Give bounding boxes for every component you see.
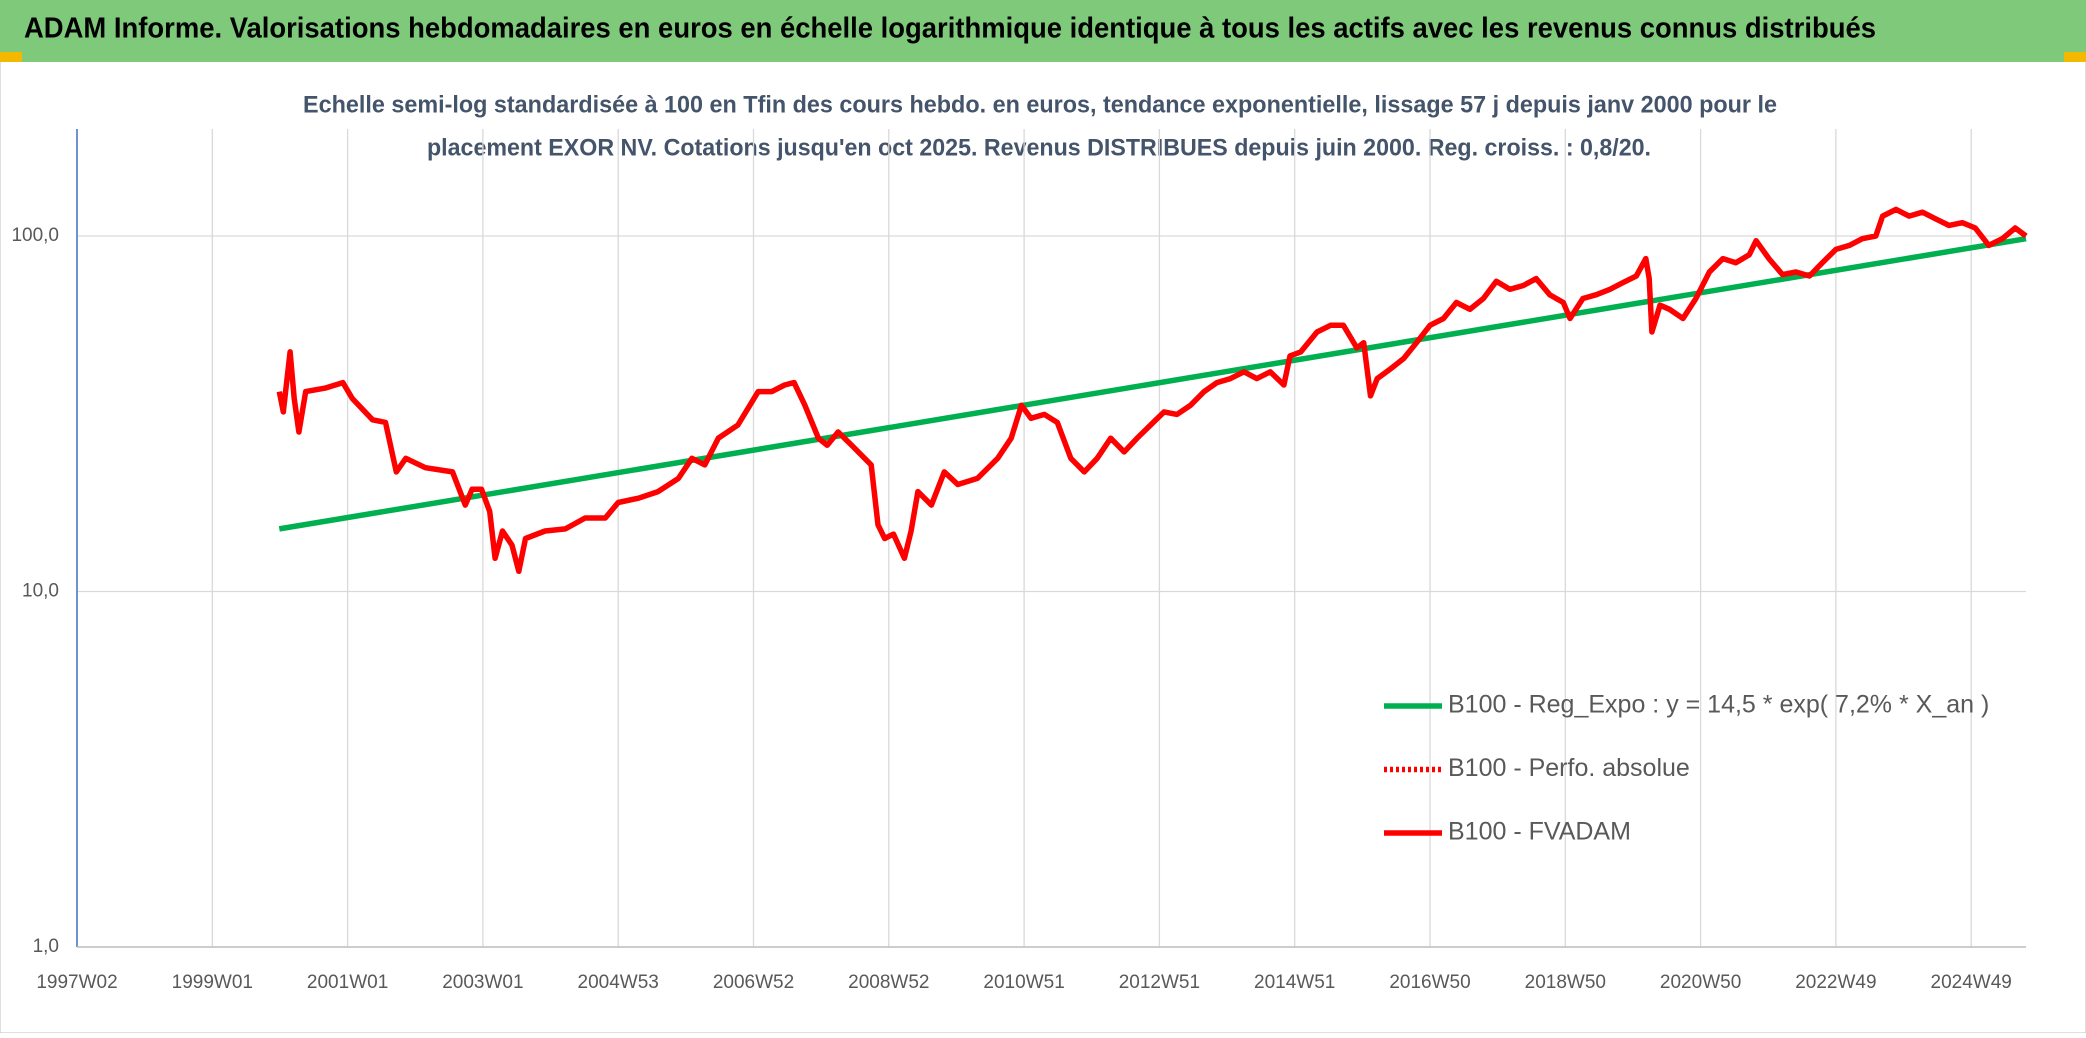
- x-tick-label: 2020W50: [1660, 972, 1741, 993]
- chart-subtitle: placement EXOR NV. Cotations jusqu'en oc…: [427, 134, 1651, 161]
- chart-title: ADAM Informe. Valorisations hebdomadaire…: [24, 13, 1876, 45]
- legend-label: B100 - FVADAM: [1448, 818, 1631, 846]
- x-tick-label: 1999W01: [172, 972, 253, 993]
- x-tick-label: 2014W51: [1254, 972, 1335, 993]
- x-tick-label: 2012W51: [1119, 972, 1200, 993]
- x-tick-label: 2022W49: [1795, 972, 1876, 993]
- x-tick-label: 2024W49: [1931, 972, 2012, 993]
- x-tick-label: 2004W53: [578, 972, 659, 993]
- chart-subtitle: Echelle semi-log standardisée à 100 en T…: [303, 91, 1777, 118]
- x-tick-label: 2001W01: [307, 972, 388, 993]
- x-tick-label: 2010W51: [983, 972, 1064, 993]
- legend-label: B100 - Reg_Expo : y = 14,5 * exp( 7,2% *…: [1448, 691, 1989, 719]
- y-tick-label: 100,0: [11, 225, 59, 246]
- x-tick-label: 2003W01: [442, 972, 523, 993]
- x-tick-label: 1997W02: [36, 972, 117, 993]
- series-line: [278, 235, 2027, 532]
- x-tick-label: 2006W52: [713, 972, 794, 993]
- series-line: [276, 206, 2028, 575]
- x-tick-label: 2018W50: [1525, 972, 1606, 993]
- y-tick-label: 1,0: [33, 936, 59, 957]
- corner: [0, 52, 22, 62]
- x-tick-label: 2016W50: [1389, 972, 1470, 993]
- title-banner: [0, 0, 2086, 62]
- x-tick-label: 2008W52: [848, 972, 929, 993]
- legend-label: B100 - Perfo. absolue: [1448, 754, 1690, 782]
- corner: [2064, 52, 2086, 62]
- y-tick-label: 10,0: [22, 581, 59, 602]
